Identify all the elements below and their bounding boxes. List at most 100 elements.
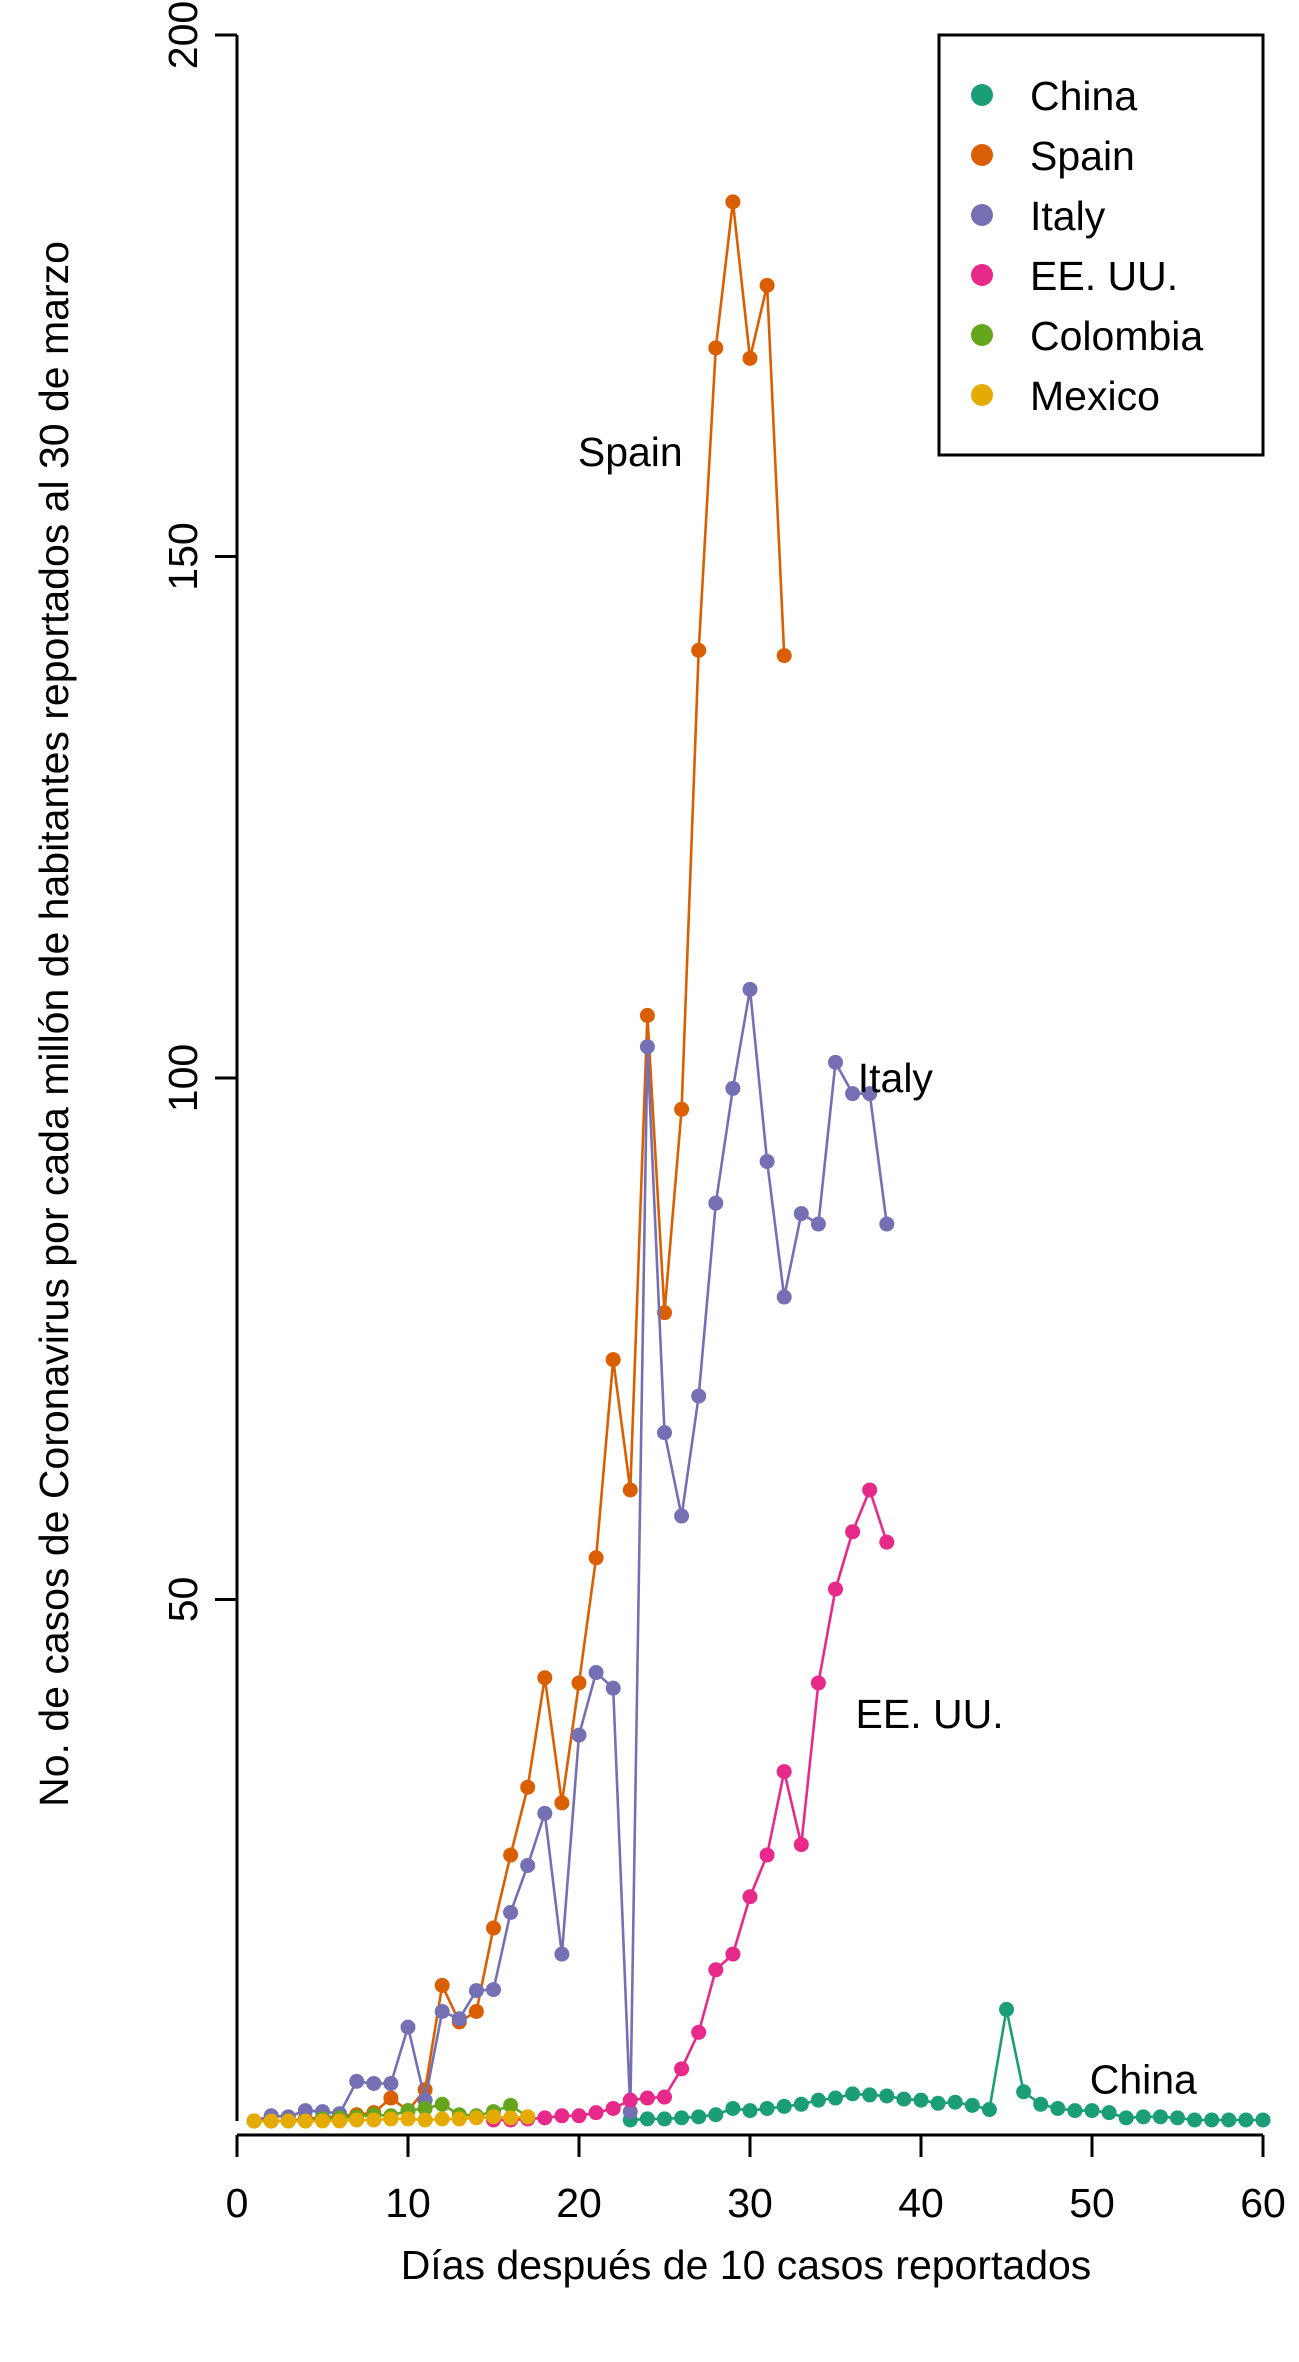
data-point (862, 2087, 878, 2103)
data-point (537, 2110, 553, 2126)
data-point (451, 2011, 467, 2027)
legend-marker (971, 324, 993, 346)
data-point (691, 2024, 707, 2040)
data-point (725, 1080, 741, 1096)
data-point (725, 2100, 741, 2116)
y-tick-label: 100 (160, 1044, 206, 1112)
data-point (879, 2088, 895, 2104)
data-point (468, 2003, 484, 2019)
data-point (776, 648, 792, 664)
series-line (254, 201, 786, 2123)
x-tick-label: 30 (727, 2180, 773, 2226)
legend-marker (971, 144, 993, 166)
data-point (896, 2091, 912, 2107)
data-point (571, 1727, 587, 1743)
data-point (981, 2102, 997, 2118)
data-point (554, 2108, 570, 2124)
data-point (400, 2111, 416, 2127)
data-point (417, 2112, 433, 2128)
data-point (263, 2113, 279, 2129)
data-point (622, 2092, 638, 2108)
data-point (657, 2089, 672, 2105)
series-china (622, 2001, 1271, 2128)
legend-marker (971, 204, 993, 226)
data-point (349, 2073, 365, 2089)
data-point (776, 2098, 792, 2114)
data-point (1101, 2105, 1117, 2121)
data-point (639, 2090, 655, 2106)
data-point (639, 1039, 655, 1055)
data-point (759, 2100, 775, 2116)
data-point (605, 1680, 621, 1696)
data-point (862, 1086, 878, 1102)
data-point (845, 2086, 861, 2102)
data-point (708, 340, 724, 356)
data-point (332, 2113, 348, 2129)
data-point (1067, 2103, 1083, 2119)
data-point (434, 2003, 450, 2019)
data-point (1170, 2110, 1185, 2126)
data-point (879, 1216, 895, 1232)
data-point (554, 1946, 570, 1962)
data-point (639, 1007, 655, 1023)
data-point (520, 1779, 536, 1795)
data-point (537, 1670, 553, 1686)
legend-box (937, 33, 1265, 457)
data-point (297, 2103, 313, 2119)
data-point (964, 2097, 980, 2113)
y-tick-label: 50 (160, 1577, 206, 1623)
data-point (742, 1889, 758, 1905)
legend-label: China (1030, 73, 1137, 119)
x-tick-label: 10 (385, 2180, 431, 2226)
data-point (691, 1388, 707, 1404)
data-point (1221, 2112, 1237, 2128)
data-point (725, 194, 741, 210)
data-point (742, 2103, 758, 2119)
x-axis: 0 10 20 30 40 50 60 (226, 2133, 1286, 2226)
data-point (503, 1904, 519, 1920)
data-point (349, 2112, 365, 2128)
data-point (691, 2109, 707, 2125)
data-point (297, 2113, 313, 2129)
data-point (828, 1054, 843, 1070)
x-tick-label: 60 (1240, 2180, 1286, 2226)
data-point (759, 277, 775, 293)
series-ee-uu (486, 1482, 895, 2128)
data-point (280, 2113, 296, 2129)
data-point (674, 2110, 690, 2126)
data-point (793, 2096, 809, 2112)
x-tick-label: 40 (898, 2180, 944, 2226)
x-axis-title: Días después de 10 casos reportados (401, 2242, 1092, 2288)
data-point (588, 1665, 604, 1681)
series-annotation: Italy (858, 1055, 934, 1101)
data-point (588, 1550, 604, 1566)
data-point (845, 1524, 861, 1540)
legend-label: EE. UU. (1030, 253, 1178, 299)
data-point (657, 1305, 672, 1321)
data-point (246, 2113, 262, 2129)
data-point (947, 2094, 963, 2110)
data-point (1118, 2110, 1134, 2126)
data-point (588, 2105, 604, 2121)
data-point (999, 2001, 1014, 2017)
data-point (503, 2110, 519, 2126)
x-tick-label: 50 (1069, 2180, 1115, 2226)
data-point (674, 1101, 690, 1117)
legend-label: Mexico (1030, 373, 1160, 419)
data-point (708, 2107, 724, 2123)
data-point (1238, 2112, 1254, 2128)
y-axis-title: No. de casos de Coronavirus por cada mil… (31, 241, 77, 1807)
data-point (674, 1508, 690, 1524)
series-italy (246, 981, 895, 2129)
data-point (759, 1153, 775, 1169)
data-point (913, 2092, 929, 2108)
series-line (253, 989, 889, 2123)
data-point (434, 1977, 450, 1993)
data-point (468, 1983, 484, 1999)
data-point (366, 2112, 382, 2128)
data-point (810, 1216, 826, 1232)
legend-label: Colombia (1030, 313, 1203, 359)
data-point (434, 2096, 450, 2112)
data-point (742, 350, 758, 366)
data-point (417, 2100, 433, 2116)
